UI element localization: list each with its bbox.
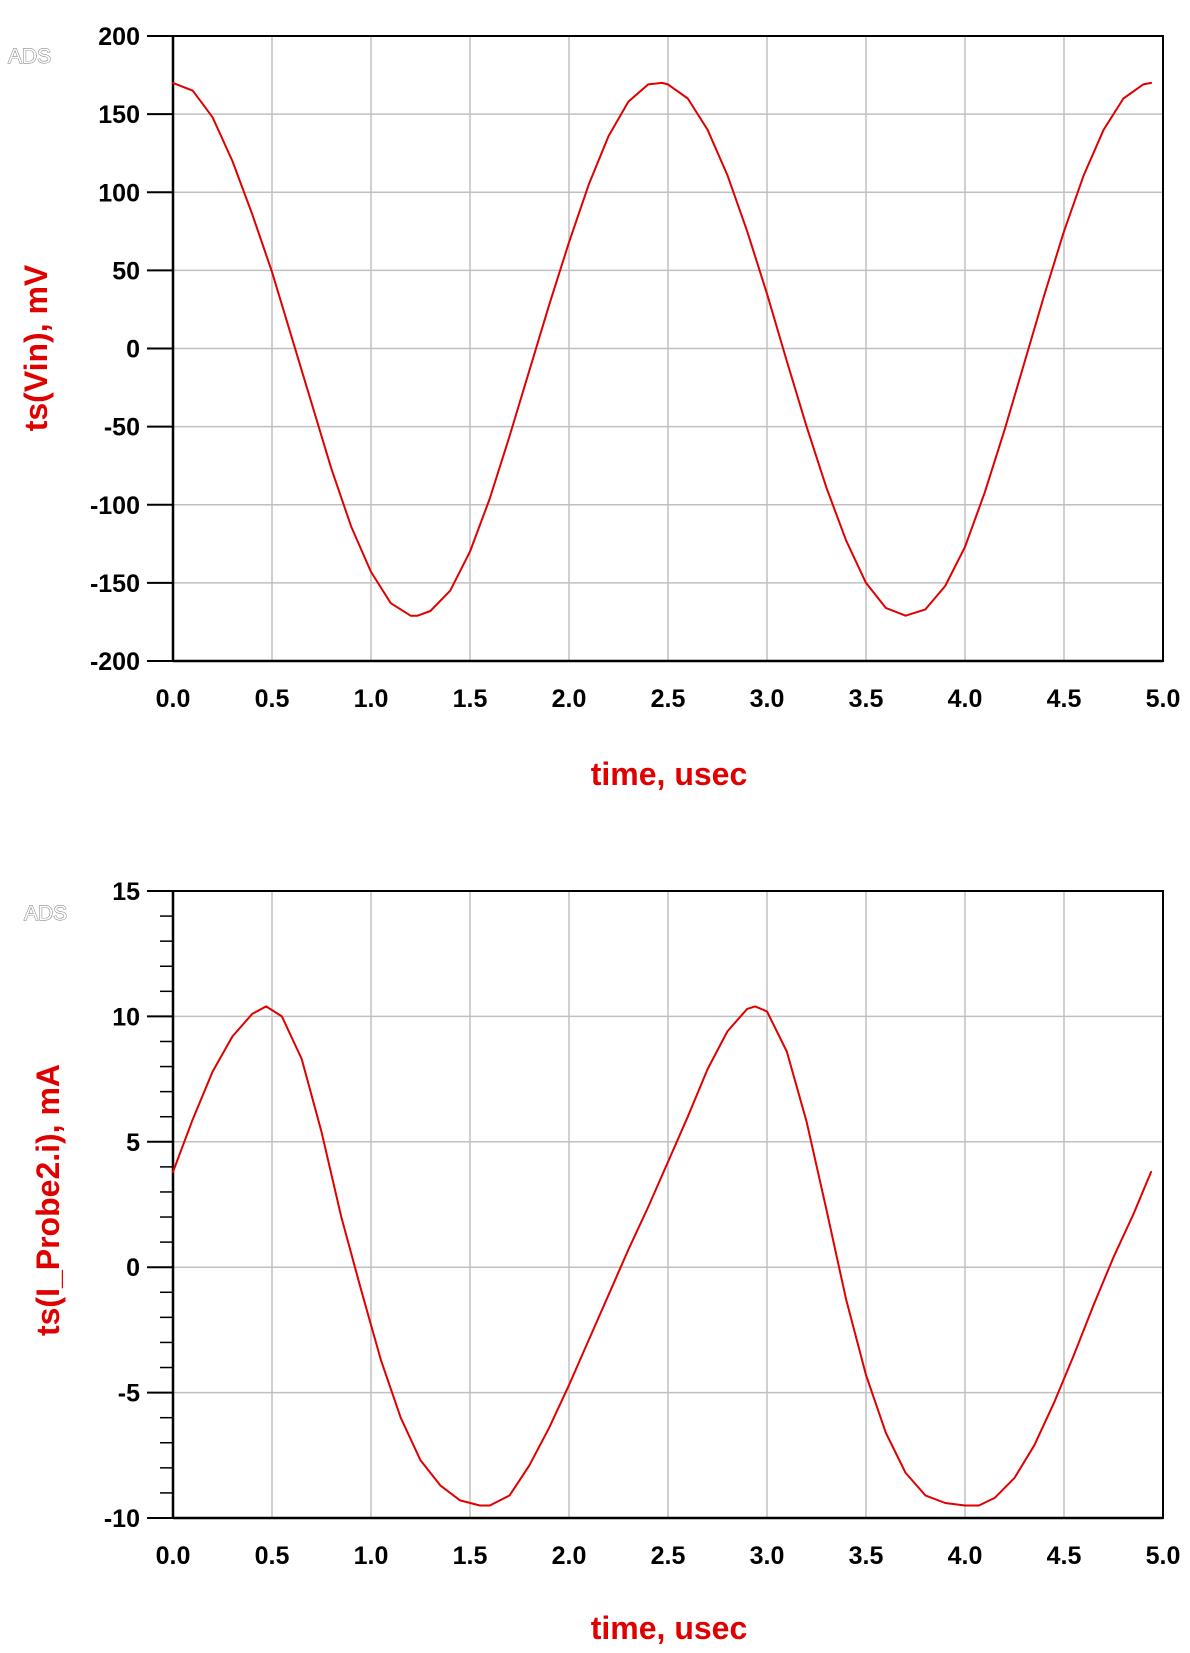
y-tick-label: -200 <box>90 648 140 676</box>
x-tick-label: 3.5 <box>849 685 884 713</box>
y-tick-label: 150 <box>98 101 140 129</box>
y-tick-label: 10 <box>112 1003 140 1031</box>
x-tick-label: 3.5 <box>849 1542 884 1570</box>
y-tick-label: -5 <box>118 1380 140 1408</box>
x-tick-label: 4.0 <box>948 685 983 713</box>
y-tick-label: -10 <box>104 1505 140 1533</box>
y-tick-label: 0 <box>126 336 140 364</box>
chart-vin: 0.0 0.5 1.0 1.5 2.0 2.5 3.0 3.5 4.0 4.5 5.0 -200 -15… <box>8 23 1181 792</box>
x-tick-label: 0.0 <box>156 685 191 713</box>
x-tick-label: 1.0 <box>354 1542 389 1570</box>
x-tick-label: 1.5 <box>453 685 488 713</box>
x-tick-label: 0.0 <box>156 1542 191 1570</box>
x-tick-label: 0.5 <box>255 1542 290 1570</box>
x-tick-label: 5.0 <box>1146 685 1181 713</box>
x-tick-label: 1.0 <box>354 685 389 713</box>
ads-watermark: ADS <box>24 902 67 925</box>
x-tick-label: 2.0 <box>552 685 587 713</box>
x-tick-label: 2.5 <box>651 1542 686 1570</box>
ads-watermark: ADS <box>8 45 51 68</box>
x-tick-label: 3.0 <box>750 1542 785 1570</box>
x-tick-label: 2.5 <box>651 685 686 713</box>
y-axis-title: ts(Vin), mV <box>18 264 54 431</box>
y-axis-title: ts(I_Probe2.i), mA <box>30 1064 66 1336</box>
x-tick-label: 1.5 <box>453 1542 488 1570</box>
chart-iprobe: 0.0 0.5 1.0 1.5 2.0 2.5 3.0 3.5 4.0 4.5 5.0 -10 -5 0 5… <box>24 878 1181 1646</box>
series-line <box>172 1005 1153 1507</box>
y-tick-label: -100 <box>90 492 140 520</box>
x-tick-label: 0.5 <box>255 685 290 713</box>
y-tick-label: 200 <box>98 23 140 51</box>
y-tick-label: -50 <box>104 414 140 442</box>
x-tick-label: 4.0 <box>948 1542 983 1570</box>
y-tick-label: 0 <box>126 1254 140 1282</box>
series-line <box>172 81 1153 617</box>
x-tick-label: 2.0 <box>552 1542 587 1570</box>
y-tick-label: -150 <box>90 570 140 598</box>
y-tick-label: 50 <box>112 257 140 285</box>
y-tick-label: 5 <box>126 1129 140 1157</box>
x-tick-label: 5.0 <box>1146 1542 1181 1570</box>
y-tick-label: 15 <box>112 878 140 906</box>
y-tick-label: 100 <box>98 179 140 207</box>
x-axis-title: time, usec <box>591 756 748 792</box>
x-tick-label: 4.5 <box>1047 685 1082 713</box>
x-tick-label: 4.5 <box>1047 1542 1082 1570</box>
x-tick-label: 3.0 <box>750 685 785 713</box>
x-axis-title: time, usec <box>591 1610 748 1646</box>
